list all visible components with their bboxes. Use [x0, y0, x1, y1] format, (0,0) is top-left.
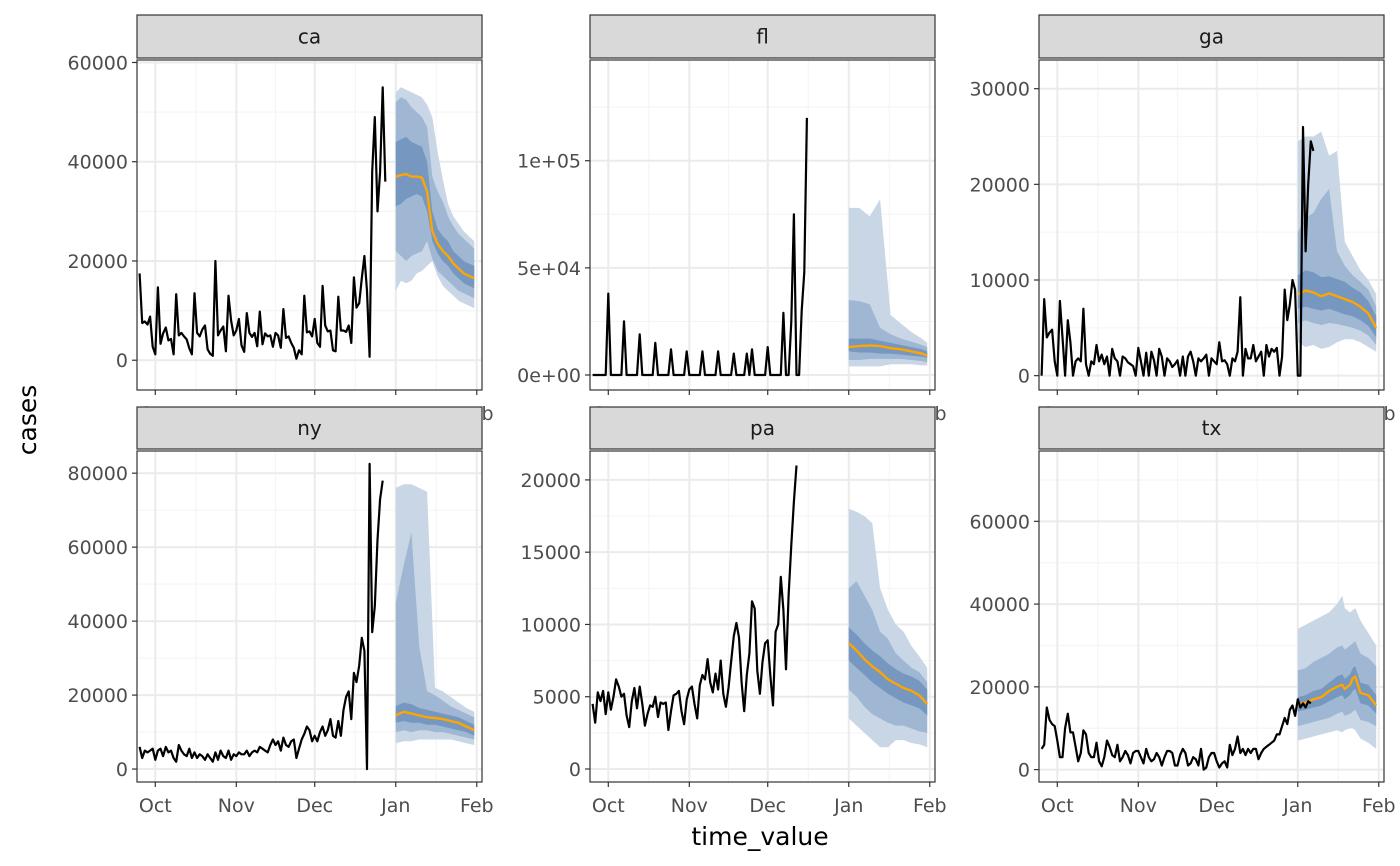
panel-pa-y-tick-label: 15000	[521, 542, 581, 564]
panel-ny-median-line	[395, 710, 475, 732]
panel-ga-y-tick-label: 0	[1018, 366, 1030, 388]
panel-tx-strip	[1038, 406, 1385, 450]
panel-pa-x-tick-label: Nov	[671, 795, 708, 817]
panel-ny-x-tick-label: Oct	[139, 795, 172, 817]
panel-pa-x-tick-label: Jan	[833, 795, 863, 817]
panel-ny-strip-label: ny	[297, 416, 322, 440]
panel-ca-strip	[136, 14, 483, 59]
panel-pa-median-line	[847, 642, 929, 705]
panel-ca-observed-line	[138, 86, 387, 360]
panel-pa-x-tick-label: Dec	[749, 795, 786, 817]
panel-ca-y-tick-label: 40000	[68, 152, 128, 174]
panel-ca-forecast	[395, 87, 475, 309]
panel-ny-forecast	[395, 484, 475, 745]
panel-pa-observed	[591, 465, 798, 732]
panel-pa-forecast	[847, 508, 929, 748]
panel-tx-observed-line	[1040, 698, 1312, 771]
panel-ga-strip	[1038, 14, 1385, 59]
panel-ny-y-tick-label: 60000	[68, 537, 128, 559]
panel-fl-y-tick-label: 5e+04	[517, 258, 581, 280]
panel-fl-border	[589, 59, 936, 391]
panel-ny-strip	[136, 406, 483, 450]
panel-ga-y-tick-label: 20000	[970, 174, 1030, 196]
panel-tx-x-tick-label: Nov	[1120, 795, 1157, 817]
panel-pa-strip-label: pa	[750, 416, 775, 440]
panel-fl-y-tick-label: 0e+00	[517, 365, 581, 387]
panel-tx-x-tick-label: Oct	[1041, 795, 1074, 817]
panel-ny-x-tick-label: Dec	[296, 795, 333, 817]
panel-ga-band-inner	[1297, 270, 1377, 338]
panel-ca-observed	[138, 86, 387, 360]
panel-fl-y-tick-label: 1e+05	[517, 151, 581, 173]
panel-ny-y-tick-label: 80000	[68, 463, 128, 485]
panel-fl-strip	[589, 14, 936, 59]
panel-tx: tx 0 20000 40000 60000 Oct Nov Dec Jan Feb	[970, 406, 1396, 817]
panel-pa-border	[589, 450, 936, 783]
panel-fl-forecast	[848, 199, 928, 367]
x-axis-title: time_value	[691, 822, 828, 851]
panel-ny-x-tick-label: Jan	[380, 795, 410, 817]
panel-ga-y-tick-label: 30000	[970, 79, 1030, 101]
panel-tx-y-tick-label: 0	[1018, 760, 1030, 782]
panel-pa-x-tick-label: Feb	[913, 795, 947, 817]
panel-ca-y-tick-label: 0	[116, 350, 128, 372]
panel-pa-x-tick-label: Oct	[592, 795, 625, 817]
panel-tx-x-tick-label: Dec	[1198, 795, 1235, 817]
panel-tx-forecast	[1297, 595, 1378, 749]
panel-pa-strip	[589, 406, 936, 450]
panel-ny-y-tick-label: 40000	[68, 611, 128, 633]
panel-ga: ga0100002000030000OctNovDecJanFeb	[970, 14, 1396, 425]
panel-ny-band-mid	[395, 532, 475, 740]
panel-pa-y-tick-label: 20000	[521, 470, 581, 492]
panel-tx-y-tick-label: 20000	[970, 677, 1030, 699]
panel-ca: ca0200004000060000OctNovDecJanFeb	[68, 14, 494, 425]
panel-fl-median-line	[848, 344, 928, 357]
panel-pa: pa 0 5000 10000 15000 20000 Oct Nov Dec Jan Feb	[521, 406, 947, 817]
panels-layer: ca 0 20000 40000 60000 Oct Nov Dec Jan Feb fl 0e+00…	[68, 14, 1396, 817]
panel-tx-median-line	[1297, 675, 1378, 707]
panel-ca-median-line	[395, 172, 475, 280]
panel-ca-y-tick-label: 60000	[68, 52, 128, 74]
panel-tx-observed	[1040, 698, 1312, 771]
panel-ga-observed-line	[1040, 125, 1315, 377]
panel-fl-observed-line	[592, 117, 808, 377]
panel-tx-x-tick-label: Feb	[1362, 795, 1396, 817]
panel-ny-x-tick-label: Nov	[218, 795, 255, 817]
panel-ca-band-inner	[395, 136, 475, 289]
panel-ga-strip-label: ga	[1199, 25, 1224, 49]
panel-tx-y-tick-label: 60000	[970, 511, 1030, 533]
panel-tx-x-tick-label: Jan	[1282, 795, 1312, 817]
panel-pa-band-inner	[848, 627, 928, 716]
panel-ga-y-tick-label: 10000	[970, 270, 1030, 292]
panel-ga-border	[1038, 59, 1385, 391]
panel-ny-border	[136, 450, 483, 783]
panel-ga-forecast	[1297, 131, 1378, 352]
panel-ny: ny 0 20000 40000 60000 80000 Oct Nov Dec Jan Feb	[68, 406, 494, 817]
panel-ca-y-tick-label: 20000	[68, 251, 128, 273]
panel-fl-strip-label: fl	[756, 25, 769, 49]
panel-ny-observed-line	[138, 462, 384, 771]
panel-ca-strip-label: ca	[298, 25, 321, 49]
panel-pa-observed-line	[591, 465, 798, 732]
panel-tx-y-tick-label: 40000	[970, 594, 1030, 616]
panel-ny-x-tick-label: Feb	[460, 795, 494, 817]
panel-ny-y-tick-label: 20000	[68, 685, 128, 707]
y-axis-title: cases	[13, 385, 42, 456]
panel-ga-median-line	[1297, 289, 1378, 329]
panel-pa-y-tick-label: 10000	[521, 614, 581, 636]
panel-tx-border	[1038, 450, 1385, 783]
panel-ca-border	[136, 59, 483, 391]
panel-ga-observed	[1040, 125, 1315, 377]
panel-fl-observed	[592, 117, 808, 377]
panel-ny-observed	[138, 462, 384, 771]
panel-pa-y-tick-label: 0	[569, 759, 581, 781]
panel-tx-strip-label: tx	[1202, 416, 1222, 440]
panel-pa-y-tick-label: 5000	[533, 687, 581, 709]
panel-ny-y-tick-label: 0	[116, 759, 128, 781]
